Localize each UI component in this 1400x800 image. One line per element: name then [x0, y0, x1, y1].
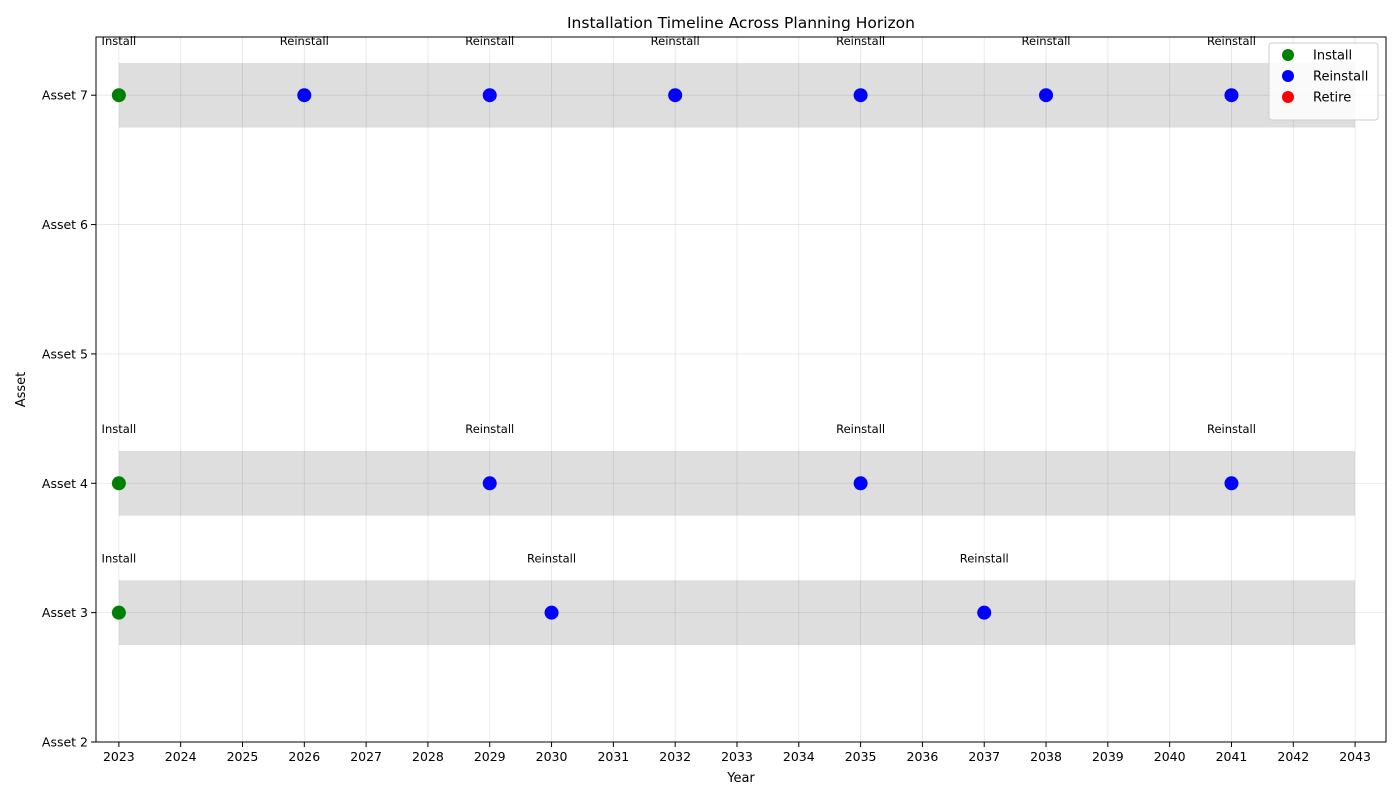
x-tick-label: 2040	[1154, 749, 1186, 764]
reinstall-point	[1224, 476, 1239, 491]
grid-lines	[96, 37, 1386, 743]
lifespan-band	[118, 450, 1356, 516]
reinstall-point	[482, 476, 497, 491]
x-tick-label: 2024	[165, 749, 197, 764]
x-tick-label: 2026	[288, 749, 320, 764]
y-tick-label: Asset 2	[42, 735, 88, 750]
y-tick-label: Asset 4	[42, 476, 88, 491]
reinstall-point	[668, 88, 683, 103]
reinstall-annotation: Reinstall	[527, 551, 576, 565]
chart-title: Installation Timeline Across Planning Ho…	[567, 14, 915, 32]
x-tick-label: 2035	[845, 749, 877, 764]
reinstall-point	[853, 476, 868, 491]
x-tick-label: 2036	[907, 749, 939, 764]
x-tick-label: 2028	[412, 749, 444, 764]
legend-marker-reinstall	[1282, 70, 1294, 82]
reinstall-annotation: Reinstall	[960, 551, 1009, 565]
legend-label-retire: Retire	[1313, 91, 1351, 106]
reinstall-point	[1224, 88, 1239, 103]
reinstall-annotation: Reinstall	[836, 422, 885, 436]
reinstall-point	[853, 88, 868, 103]
install-point	[111, 476, 126, 491]
y-tick-label: Asset 3	[42, 605, 88, 620]
x-tick-label: 2032	[659, 749, 691, 764]
reinstall-annotation: Reinstall	[836, 34, 885, 48]
x-tick-label: 2034	[783, 749, 815, 764]
x-tick-label: 2029	[474, 749, 506, 764]
x-tick-label: 2031	[597, 749, 629, 764]
axes-border	[95, 36, 1387, 743]
reinstall-annotation: Reinstall	[1022, 34, 1071, 48]
x-axis-ticks: 2023 2024 2025 2026 2027 2028 2029 2030 2031 2032…	[103, 742, 1371, 764]
lifespan-band	[118, 580, 1356, 645]
reinstall-point	[544, 605, 559, 620]
lifespan-band	[118, 62, 1356, 128]
reinstall-annotation: Reinstall	[1207, 422, 1256, 436]
reinstall-annotation: Reinstall	[1207, 34, 1256, 48]
x-tick-label: 2025	[227, 749, 259, 764]
y-axis-label: Asset	[14, 372, 29, 408]
x-tick-label: 2041	[1216, 749, 1248, 764]
install-annotation: Install	[102, 422, 137, 436]
legend-box	[1268, 42, 1379, 121]
install-annotation: Install	[102, 551, 137, 565]
lifespan-bands	[118, 62, 1356, 645]
x-axis-label: Year	[726, 771, 755, 786]
axes-frame	[95, 36, 1387, 743]
reinstall-point	[482, 88, 497, 103]
reinstall-annotation: Reinstall	[280, 34, 329, 48]
reinstall-point	[1039, 88, 1054, 103]
legend-marker-install	[1282, 49, 1294, 61]
x-tick-label: 2027	[350, 749, 382, 764]
legend-label-install: Install	[1313, 49, 1352, 64]
legend-marker-retire	[1282, 91, 1294, 103]
legend: Install Reinstall Retire	[1268, 42, 1379, 121]
reinstall-annotation: Reinstall	[651, 34, 700, 48]
x-tick-label: 2043	[1339, 749, 1371, 764]
y-axis-ticks: Asset 2 Asset 3 Asset 4 Asset 5 Asset 6 Asset…	[42, 88, 96, 750]
reinstall-annotation: Reinstall	[465, 422, 514, 436]
y-tick-label: Asset 6	[42, 217, 88, 232]
x-tick-label: 2037	[968, 749, 1000, 764]
y-tick-label: Asset 5	[42, 346, 88, 361]
x-tick-label: 2042	[1277, 749, 1309, 764]
x-tick-label: 2039	[1092, 749, 1124, 764]
data-points	[111, 88, 1239, 620]
x-tick-label: 2038	[1030, 749, 1062, 764]
x-tick-label: 2033	[721, 749, 753, 764]
x-tick-label: 2023	[103, 749, 135, 764]
reinstall-point	[297, 88, 312, 103]
install-annotation: Install	[102, 34, 137, 48]
y-tick-label: Asset 7	[42, 88, 88, 103]
legend-label-reinstall: Reinstall	[1313, 70, 1368, 85]
reinstall-point	[977, 605, 992, 620]
install-point	[111, 605, 126, 620]
x-tick-label: 2030	[536, 749, 568, 764]
reinstall-annotation: Reinstall	[465, 34, 514, 48]
install-point	[111, 88, 126, 103]
